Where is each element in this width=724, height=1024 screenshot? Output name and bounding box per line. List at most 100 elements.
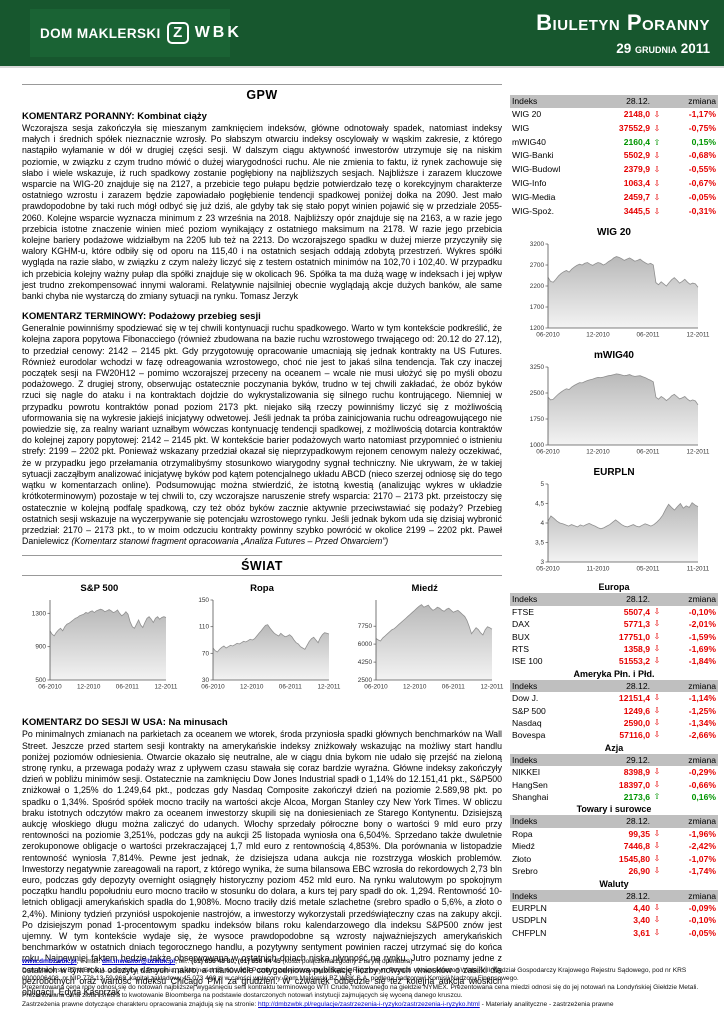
- down-arrow-icon: ⇩: [653, 206, 661, 216]
- table-row: Bovespa 57116,0 ⇩ -2,66%: [510, 729, 718, 741]
- svg-text:12-2010: 12-2010: [403, 684, 427, 691]
- world-bottom-rule: [22, 575, 502, 577]
- world-section-title: ŚWIAT: [241, 559, 283, 574]
- svg-text:06-2011: 06-2011: [637, 332, 660, 339]
- index-name: Shanghai: [512, 792, 549, 803]
- down-arrow-icon: ⇩: [653, 165, 661, 175]
- table-header-row: Indeks 28.12. zmiana: [510, 95, 718, 108]
- world-top-rule: [22, 555, 502, 557]
- table-row: mWIG40 2160,4 ⇧ 0,15%: [510, 136, 718, 150]
- down-arrow-icon: ⇩: [653, 828, 661, 838]
- world-charts-row: S&P 500 500 900 1300 06-2010 12-2010 06-2011 1…: [22, 578, 504, 693]
- svg-text:3250: 3250: [530, 364, 545, 371]
- down-arrow-icon: ⇩: [653, 705, 661, 715]
- wig20-chart: 1200 1700 2200 2700 3200 06-2010 12-2010 06-201…: [510, 239, 718, 341]
- svg-text:110: 110: [199, 624, 210, 631]
- asia-table: Azja Indeks 29.12. zmiana NIKKEI 8398,9 ⇩ -0,29…: [510, 742, 718, 804]
- index-change: -2,42%: [688, 841, 716, 852]
- footer-legal-line: Dom Maklerski BZ WBK S.A. z siedzibą w P…: [22, 966, 687, 983]
- table-title: Azja: [604, 742, 624, 753]
- index-value: 12151,4: [618, 693, 650, 704]
- gpw-top-rule: [22, 84, 502, 85]
- miedz-chart-title: Miedź: [411, 583, 438, 595]
- index-name: EURPLN: [512, 902, 547, 913]
- svg-text:1000: 1000: [530, 442, 545, 449]
- table-row: Nasdaq 2590,0 ⇩ -1,34%: [510, 717, 718, 729]
- down-arrow-icon: ⇩: [653, 853, 661, 863]
- table-row: Srebro 26,90 ⇩ -1,74%: [510, 865, 718, 877]
- down-arrow-icon: ⇩: [653, 767, 661, 777]
- mwig40-chart-title: mWIG40: [593, 350, 634, 362]
- table-row: RTS 1358,9 ⇩ -1,69%: [510, 643, 718, 655]
- index-value: 4,40: [633, 902, 650, 913]
- website-link[interactable]: www.dmbzwbk.pl: [22, 958, 77, 965]
- svg-text:6000: 6000: [357, 641, 372, 648]
- svg-text:4,5: 4,5: [535, 501, 544, 508]
- svg-text:1300: 1300: [32, 611, 47, 618]
- table-row: DAX 5771,3 ⇩ -2,01%: [510, 618, 718, 630]
- eurpln-chart-title: EURPLN: [593, 467, 635, 479]
- miedz-chart: 2500 4250 6000 7750 06-2010 12-2010 06-2011 12-…: [347, 595, 504, 693]
- index-change: -1,07%: [688, 853, 716, 864]
- index-name: WIG-Info: [512, 177, 547, 188]
- table-row: Dow J. 12151,4 ⇩ -1,14%: [510, 692, 718, 704]
- down-arrow-icon: ⇩: [653, 718, 661, 728]
- index-change: -1,69%: [688, 644, 716, 654]
- index-value: 3,61: [633, 927, 650, 938]
- index-name: WIG-Budowl: [512, 164, 561, 175]
- usa-comment-heading: KOMENTARZ DO SESJI W USA: Na minusach: [22, 717, 228, 729]
- index-change: -0,09%: [688, 902, 716, 913]
- svg-text:06-2010: 06-2010: [39, 684, 63, 691]
- index-change: -1,17%: [688, 109, 716, 119]
- footer-sep: , tel.:: [175, 958, 192, 965]
- index-name: mWIG40: [512, 136, 546, 147]
- footer-disclaimer-line: Zastrzeżenia prawne dotyczące charakteru…: [22, 1001, 714, 1010]
- svg-text:7750: 7750: [357, 624, 372, 631]
- table-title: Waluty: [599, 878, 629, 889]
- down-arrow-icon: ⇩: [653, 123, 661, 133]
- svg-text:1200: 1200: [530, 325, 545, 332]
- table-row: HangSen 18397,0 ⇩ -0,66%: [510, 779, 718, 791]
- gpw-index-table: Indeks 28.12. zmiana WIG 20 2148,0 ⇩ -1,17% WIG…: [510, 95, 718, 218]
- ropa-chart: 30 70 110 150 06-2010 12-2010 06-2011 12-2011: [185, 595, 341, 693]
- usa-comment-body: Po minimalnych zmianach na parkietach za…: [22, 729, 502, 997]
- table-header-row: Indeks 29.12. zmiana: [510, 753, 718, 767]
- america-table: Ameryka Płn. i Płd. Indeks 28.12. zmiana Dow…: [510, 668, 718, 742]
- index-change: -0,05%: [688, 191, 716, 202]
- index-name: BUX: [512, 631, 530, 642]
- index-value: 2173,6: [623, 792, 650, 803]
- index-change: -0,55%: [688, 164, 716, 175]
- svg-text:12-2010: 12-2010: [586, 449, 610, 456]
- table-title: Ameryka Płn. i Płd.: [573, 668, 655, 679]
- index-name: FTSE: [512, 606, 534, 617]
- disclaimer-link[interactable]: http://dmbzwbk.pl/regulacje/zastrzezenia…: [258, 1000, 480, 1008]
- svg-text:12-2011: 12-2011: [318, 684, 341, 691]
- index-value: 2590,0: [623, 718, 650, 729]
- down-arrow-icon: ⇩: [653, 192, 661, 202]
- index-value: 5507,4: [623, 606, 650, 617]
- futures-comment-note: (Komentarz stanowi fragment opracowania …: [71, 536, 389, 547]
- svg-text:70: 70: [202, 651, 210, 658]
- svg-text:4: 4: [540, 520, 544, 527]
- svg-text:2500: 2500: [357, 677, 372, 684]
- index-change: -0,68%: [688, 150, 716, 161]
- svg-text:12-2010: 12-2010: [240, 684, 264, 691]
- index-change: -2,66%: [688, 730, 716, 741]
- sp500-chart-title: S&P 500: [80, 583, 119, 595]
- email-link[interactable]: dm.inwestor@bzwbk.pl: [102, 958, 176, 965]
- svg-text:12-2010: 12-2010: [586, 332, 610, 339]
- svg-text:3,5: 3,5: [535, 540, 544, 547]
- index-value: 26,90: [628, 866, 650, 877]
- sp500-chart: 500 900 1300 06-2010 12-2010 06-2011 12-2011: [22, 595, 178, 693]
- table-row: Miedź 7446,8 ⇩ -2,42%: [510, 840, 718, 852]
- bz-monogram-icon: Z: [166, 22, 189, 44]
- table-row: WIG-Info 1063,4 ⇩ -0,67%: [510, 177, 718, 191]
- index-change: -0,75%: [688, 122, 716, 133]
- table-row: WIG-Banki 5502,9 ⇩ -0,68%: [510, 149, 718, 163]
- svg-text:06-2011: 06-2011: [637, 449, 660, 456]
- masthead: Biuletyn Poranny 29 grudnia 2011: [536, 10, 710, 56]
- table-row: CHFPLN 3,61 ⇩ -0,05%: [510, 927, 718, 939]
- europe-table: Europa Indeks 28.12. zmiana FTSE 5507,4 ⇩ -0,10…: [510, 581, 718, 667]
- down-arrow-icon: ⇩: [653, 619, 661, 629]
- svg-text:1750: 1750: [530, 416, 545, 423]
